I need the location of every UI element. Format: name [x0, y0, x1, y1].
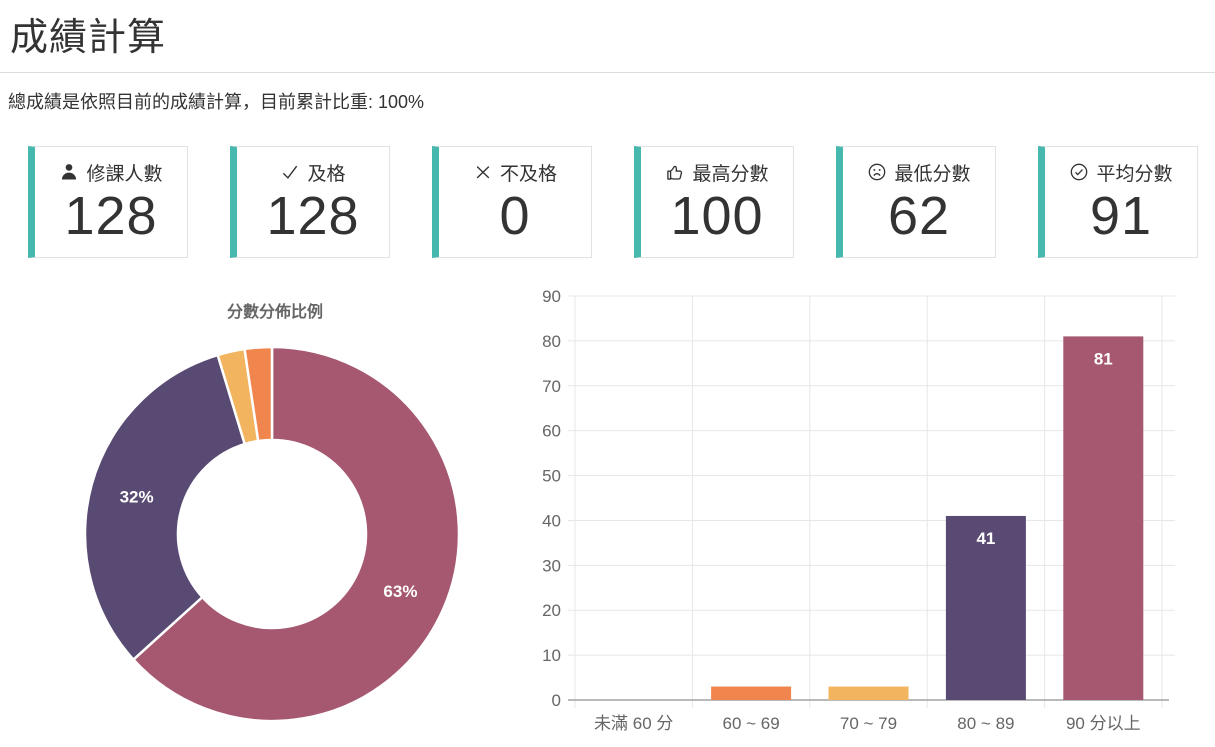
- donut-slice: [83, 353, 246, 661]
- stat-value: 128: [64, 186, 158, 246]
- y-axis-tick-label: 60: [542, 422, 561, 441]
- x-axis-category-label: 80 ~ 89: [957, 714, 1014, 733]
- bar-value-label: 41: [976, 529, 995, 548]
- stat-card-label-row: 最低分數: [867, 159, 971, 185]
- stat-card-failed: 不及格 0: [432, 146, 592, 258]
- sad-face-icon: [867, 162, 887, 182]
- stat-label: 最低分數: [894, 163, 971, 185]
- score-distribution-donut-chart: 63% 32%: [83, 345, 461, 723]
- y-axis-tick-label: 70: [542, 377, 561, 396]
- thumbs-up-icon: [665, 162, 685, 182]
- stat-card-label-row: 平均分數: [1069, 159, 1173, 185]
- stat-card-label-row: 最高分數: [665, 159, 769, 185]
- donut-chart-title: 分數分佈比例: [226, 304, 323, 321]
- stat-value: 62: [887, 186, 951, 246]
- stat-card-label-row: 修課人數: [59, 159, 163, 185]
- stat-card-enrolled: 修課人數 128: [28, 146, 188, 258]
- donut-percent-label: 32%: [120, 488, 154, 507]
- stat-label: 修課人數: [86, 163, 163, 185]
- person-icon: [59, 162, 79, 182]
- page-subtitle: 總成績是依照目前的成績計算，目前累計比重: 100%: [8, 92, 425, 112]
- y-axis-tick-label: 80: [542, 332, 561, 351]
- stat-value: 128: [266, 186, 360, 246]
- stat-card-label-row: 及格: [280, 159, 346, 185]
- y-axis-tick-label: 0: [552, 691, 561, 710]
- stat-card-lowest: 最低分數 62: [836, 146, 996, 258]
- y-axis-tick-label: 20: [542, 601, 561, 620]
- bar: [1063, 336, 1144, 700]
- stat-card-label-row: 不及格: [473, 159, 557, 185]
- stat-card-average: 平均分數 91: [1038, 146, 1198, 258]
- bar-value-label: 81: [1094, 349, 1113, 368]
- bar: [711, 686, 792, 700]
- stat-label: 及格: [307, 163, 346, 185]
- x-icon: [473, 162, 493, 182]
- stat-value: 100: [670, 186, 764, 246]
- stat-value: 0: [499, 186, 531, 246]
- bar: [828, 686, 909, 700]
- donut-percent-label: 63%: [383, 582, 417, 601]
- stat-value: 91: [1089, 186, 1153, 246]
- check-icon: [280, 162, 300, 182]
- bar: [945, 515, 1026, 700]
- y-axis-tick-label: 90: [542, 287, 561, 306]
- stat-cards-row: 修課人數 128 及格 128 不及格 0 最高分數 100: [28, 146, 1198, 258]
- y-axis-tick-label: 30: [542, 556, 561, 575]
- page-title: 成績計算: [10, 17, 167, 59]
- x-axis-category-label: 90 分以上: [1066, 714, 1141, 733]
- y-axis-tick-label: 40: [542, 511, 561, 530]
- y-axis-tick-label: 50: [542, 467, 561, 486]
- stat-label: 最高分數: [692, 163, 769, 185]
- x-axis-category-label: 未滿 60 分: [594, 714, 673, 733]
- stat-card-highest: 最高分數 100: [634, 146, 794, 258]
- score-distribution-bar-chart: 0 10 20 30 40 50 60 70 80 90 未滿 60 分 60 ~ 69 70 ~ 79…: [542, 287, 1175, 733]
- donut-slice: [243, 345, 274, 443]
- check-circle-icon: [1069, 162, 1089, 182]
- x-axis-category-label: 60 ~ 69: [722, 714, 779, 733]
- stat-label: 平均分數: [1096, 163, 1173, 185]
- donut-chart-section: 分數分佈比例 63% 32%: [60, 298, 490, 723]
- y-axis-tick-label: 10: [542, 646, 561, 665]
- stat-card-passed: 及格 128: [230, 146, 390, 258]
- donut-slice: [132, 345, 461, 723]
- title-divider: [0, 72, 1215, 73]
- x-axis-category-label: 70 ~ 79: [840, 714, 897, 733]
- stat-label: 不及格: [499, 163, 557, 185]
